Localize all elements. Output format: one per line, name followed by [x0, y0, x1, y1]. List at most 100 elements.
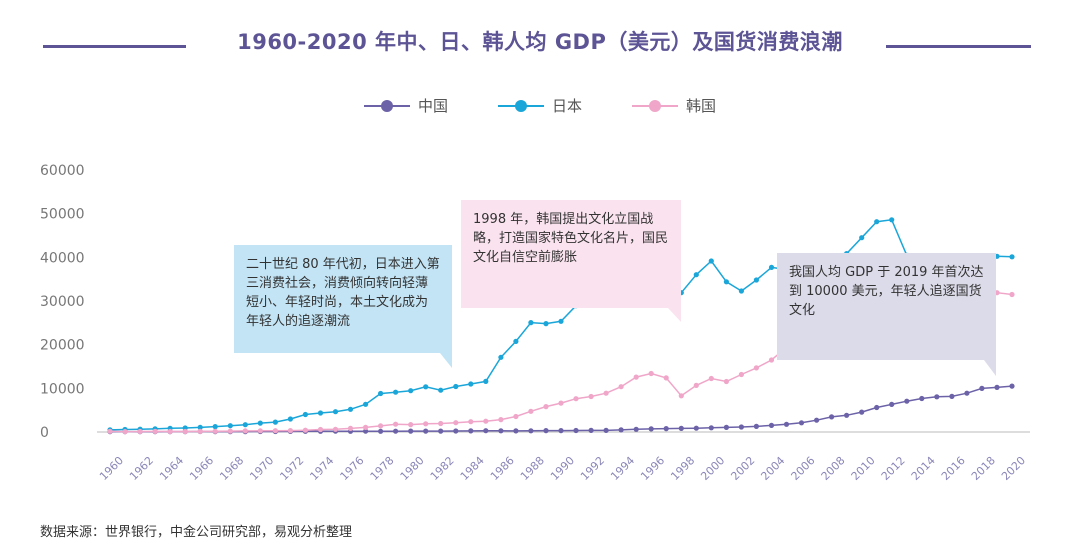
x-tick-label: 1980 [398, 454, 427, 483]
annotation-korea-pointer [668, 308, 681, 322]
data-point-2 [693, 382, 699, 388]
x-tick-label: 2008 [819, 454, 848, 483]
y-tick-label: 50000 [40, 207, 85, 223]
data-point-1 [393, 389, 399, 395]
x-tick-label: 2000 [698, 454, 727, 483]
data-point-0 [904, 398, 910, 404]
title-line-right [886, 45, 1031, 48]
data-point-1 [272, 419, 278, 425]
x-tick-label: 1960 [97, 454, 126, 483]
data-point-1 [317, 410, 324, 416]
data-point-2 [167, 428, 173, 435]
annotation-china-pointer [984, 360, 996, 376]
data-point-2 [1009, 291, 1015, 298]
data-point-2 [317, 426, 324, 433]
data-point-0 [859, 409, 865, 415]
data-point-2 [513, 413, 519, 420]
x-tick-label: 1972 [277, 454, 306, 483]
x-tick-label: 2004 [758, 454, 787, 483]
data-point-1 [347, 406, 354, 412]
data-point-2 [633, 374, 639, 380]
data-point-1 [287, 416, 293, 422]
legend-swatch-china [363, 97, 410, 115]
y-tick-label: 40000 [40, 250, 85, 266]
x-tick-label: 1996 [638, 454, 667, 483]
data-point-2 [242, 428, 248, 434]
x-tick-label: 2010 [849, 454, 878, 483]
data-point-2 [347, 425, 354, 431]
data-point-0 [498, 428, 504, 434]
data-point-0 [678, 425, 684, 431]
data-point-2 [453, 420, 459, 426]
data-point-0 [798, 420, 805, 426]
data-point-1 [212, 424, 218, 430]
x-tick-label: 1984 [458, 454, 487, 483]
data-point-2 [197, 428, 203, 434]
legend-item-japan: 日本 [497, 95, 582, 116]
x-tick-label: 1990 [548, 454, 577, 483]
data-point-0 [874, 404, 880, 411]
data-point-0 [438, 428, 444, 434]
data-point-0 [393, 428, 399, 434]
legend-swatch-korea [632, 97, 678, 115]
data-point-2 [558, 400, 564, 406]
title-line-left [43, 45, 186, 48]
chart-title: 1960-2020 年中、日、韩人均 GDP（美元）及国货消费浪潮 [237, 30, 843, 54]
data-point-2 [257, 428, 263, 434]
data-point-0 [483, 428, 489, 434]
x-tick-label: 1998 [668, 454, 697, 483]
data-point-1 [723, 279, 730, 285]
x-tick-label: 1988 [518, 454, 547, 483]
data-point-0 [648, 426, 654, 432]
data-point-0 [588, 427, 594, 433]
x-tick-label: 1968 [217, 454, 246, 483]
annotation-korea: 1998 年，韩国提出文化立国战略，打造国家特色文化名片，国民文化自信空前膨胀 [461, 200, 681, 308]
data-point-0 [964, 390, 970, 396]
data-point-1 [242, 422, 248, 428]
data-point-2 [212, 428, 218, 434]
data-point-2 [122, 429, 128, 435]
data-point-2 [483, 418, 489, 424]
data-point-2 [753, 365, 760, 371]
data-point-1 [227, 423, 233, 429]
data-point-1 [438, 387, 444, 393]
data-point-2 [438, 420, 444, 427]
y-tick-label: 30000 [40, 294, 85, 310]
data-point-0 [618, 427, 624, 433]
data-point-2 [648, 370, 654, 377]
x-tick-label: 1966 [187, 454, 216, 483]
data-point-1 [423, 384, 429, 390]
x-tick-label: 1994 [608, 454, 637, 483]
data-point-0 [558, 428, 564, 434]
data-point-1 [528, 320, 534, 326]
data-point-0 [573, 427, 579, 434]
legend-item-china: 中国 [363, 95, 448, 116]
data-point-1 [874, 219, 880, 225]
data-point-0 [783, 421, 790, 427]
data-point-0 [753, 423, 760, 429]
data-point-0 [814, 417, 820, 423]
data-point-2 [708, 375, 714, 382]
x-tick-label: 2018 [969, 454, 998, 483]
x-tick-label: 2016 [939, 454, 968, 483]
data-point-0 [949, 393, 955, 399]
data-point-0 [468, 428, 474, 434]
data-point-2 [408, 422, 414, 428]
annotation-japan-pointer [440, 353, 452, 368]
data-point-2 [107, 428, 113, 434]
data-point-0 [513, 428, 519, 434]
data-point-2 [152, 428, 158, 434]
data-point-1 [693, 272, 699, 278]
data-point-1 [753, 277, 760, 283]
data-point-0 [693, 425, 699, 431]
data-point-0 [603, 427, 609, 433]
data-point-2 [738, 371, 745, 378]
legend: 中国 日本 韩国 [0, 95, 1080, 116]
legend-label-korea: 韩国 [686, 97, 717, 115]
data-point-2 [603, 390, 609, 396]
legend-label-china: 中国 [417, 97, 448, 115]
x-tick-label: 2020 [999, 454, 1028, 483]
data-point-1 [302, 411, 308, 418]
data-point-2 [423, 421, 429, 427]
data-point-2 [528, 408, 534, 414]
